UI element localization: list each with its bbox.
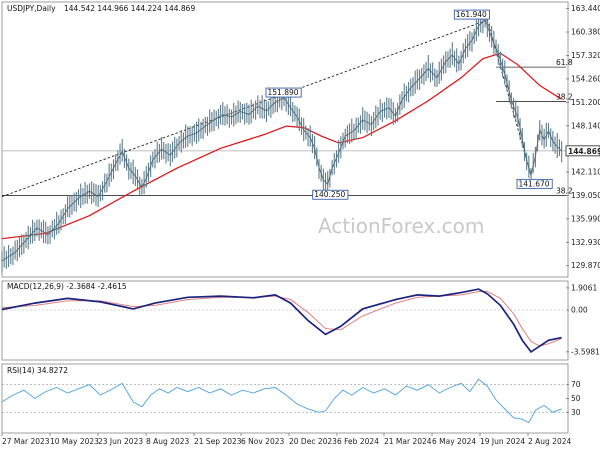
- x-tick-label: 6 Feb 2024: [337, 437, 379, 446]
- price-title: USDJPY,Daily: [7, 4, 56, 13]
- x-tick-label: 6 May 2024: [432, 437, 476, 446]
- price-y-tick-label: 132.930: [571, 238, 600, 247]
- fib-label: 38.2: [556, 186, 573, 195]
- last-price-label: 144.869: [568, 147, 600, 156]
- price-ohlc: 144.542 144.966 144.224 144.869: [64, 4, 195, 13]
- swing-label: 151.890: [268, 88, 299, 97]
- x-tick-label: 21 Sep 2023: [194, 437, 242, 446]
- swing-label-box: [453, 9, 490, 20]
- moving-average-line: [1, 52, 562, 240]
- rsi-y-tick-label: 30: [571, 408, 581, 417]
- macd-layer: [1, 288, 566, 354]
- price-y-tick-label: 129.870: [571, 261, 600, 270]
- swing-label: 140.250: [314, 190, 345, 199]
- rsi-layer: [1, 378, 566, 424]
- x-tick-label: 10 May 2023: [50, 437, 99, 446]
- macd-y-tick-label: -3.5981: [571, 347, 600, 356]
- swing-label-box: [265, 87, 302, 98]
- macd-panel-frame: [1, 280, 569, 361]
- swing-label-box: [312, 189, 349, 200]
- x-tick-label: 8 Aug 2023: [146, 437, 189, 446]
- x-tick-label: 19 Jun 2024: [480, 437, 525, 446]
- macd-title: MACD(12,26,9) -2.3684 -2.4615: [7, 282, 127, 291]
- last-price-tag: [565, 145, 600, 157]
- price-line: [1, 19, 562, 262]
- swing-label: 141.670: [519, 179, 550, 188]
- x-tick-label: 2 Aug 2024: [528, 437, 571, 446]
- macd-y-tick-label: 1.9061: [571, 283, 597, 292]
- x-tick-label: 23 Jun 2023: [98, 437, 143, 446]
- x-tick-label: 20 Dec 2023: [289, 437, 337, 446]
- x-tick-label: 27 Mar 2023: [2, 437, 50, 446]
- x-tick-label: 21 Mar 2024: [384, 437, 432, 446]
- price-y-tick-label: 135.990: [571, 214, 600, 223]
- price-y-tick-label: 160.380: [571, 28, 600, 37]
- fib-label: 38.2: [556, 93, 573, 102]
- rsi-y-tick-label: 70: [571, 380, 581, 389]
- swing-label-box: [516, 178, 553, 189]
- macd-y-tick-label: 0.00: [571, 306, 588, 315]
- x-tick-label: 6 Nov 2023: [241, 437, 284, 446]
- rsi-line: [1, 378, 562, 424]
- price-layer: 61.8 38.2 38.2 161.940 151.890 140.250 141.670: [1, 9, 573, 273]
- price-y-tick-label: 163.440: [571, 4, 600, 13]
- price-y-tick-label: 139.050: [571, 191, 600, 200]
- price-y-tick-label: 157.320: [571, 51, 600, 60]
- macd-line: [1, 288, 562, 354]
- price-y-tick-label: 154.260: [571, 74, 600, 83]
- watermark: ActionForex.com: [318, 214, 484, 238]
- price-y-tick-label: 151.200: [571, 98, 600, 107]
- price-y-tick-label: 142.110: [571, 167, 600, 176]
- rsi-title: RSI(14) 34.8272: [7, 366, 68, 375]
- axis-layer: 163.440 160.380 157.320 154.260 151.200 148.1…: [1, 4, 600, 446]
- swing-label: 161.940: [456, 10, 487, 19]
- fib-label: 61.8: [556, 58, 573, 67]
- rsi-y-tick-label: 50: [571, 394, 581, 403]
- rsi-panel-frame: [1, 363, 569, 434]
- price-panel-frame: [1, 1, 569, 278]
- price-y-tick-label: 148.140: [571, 121, 600, 130]
